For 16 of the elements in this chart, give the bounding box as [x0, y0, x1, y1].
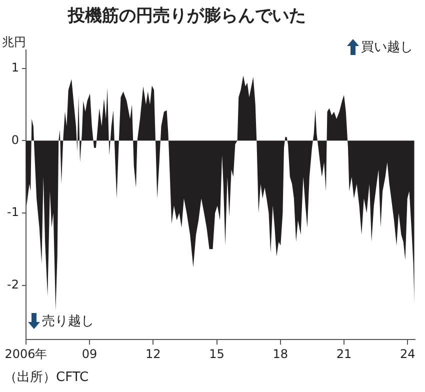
x-tick-label: 2006年	[4, 346, 48, 361]
y-tick-label: 1	[11, 60, 19, 74]
x-tick-label: 21	[336, 346, 352, 361]
x-tick-label: 09	[82, 346, 98, 361]
y-tick-label: 0	[11, 132, 19, 147]
annotation: 買い越し	[361, 39, 413, 56]
x-tick-label: 12	[146, 346, 161, 361]
chart-title: 投機筋の円売りが膨らんでいた	[68, 5, 306, 27]
x-tick-label: 24	[400, 346, 416, 361]
x-tick-label: 18	[272, 346, 288, 361]
x-tick-label: 15	[209, 346, 224, 361]
text: （出所）CFTC	[4, 369, 89, 386]
y-tick-label: -1	[6, 205, 19, 220]
y-tick-label: -2	[6, 277, 19, 292]
y-axis-title: 兆円	[2, 34, 26, 51]
annotation: 売り越し	[42, 313, 94, 330]
